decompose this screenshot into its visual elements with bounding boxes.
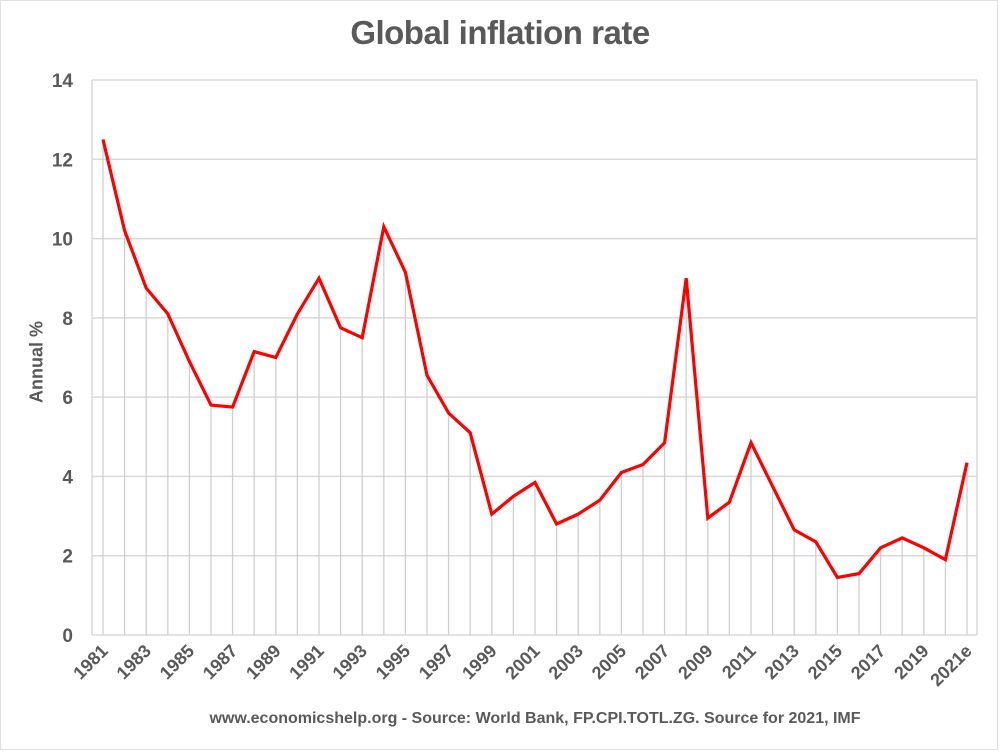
x-tick-label: 1987 (199, 641, 241, 683)
y-tick-label: 0 (62, 626, 73, 647)
x-tick-label: 2017 (847, 641, 889, 683)
series-group (101, 139, 969, 580)
x-tick-label: 1999 (458, 641, 500, 683)
x-tick-label: 2021e (926, 641, 976, 691)
x-tick-label: 2003 (545, 641, 587, 683)
x-tick-label: 1985 (156, 641, 198, 683)
x-tick-label: 2005 (588, 641, 630, 683)
y-tick-label: 4 (62, 467, 73, 488)
x-tick-label: 2013 (761, 641, 803, 683)
y-tick-label: 8 (62, 309, 73, 330)
x-tick-label: 2009 (674, 641, 716, 683)
y-tick-label: 12 (52, 150, 73, 171)
x-tick-label: 1989 (242, 641, 284, 683)
y-tick-label: 2 (62, 547, 73, 568)
x-tick-label: 1995 (372, 641, 414, 683)
y-tick-label: 10 (52, 230, 73, 251)
x-tick-label: 1981 (69, 641, 111, 683)
y-tick-label: 14 (52, 71, 74, 92)
horizontal-gridlines (91, 79, 978, 636)
x-tick-label: 1993 (329, 641, 371, 683)
x-tick-label: 2015 (804, 641, 846, 683)
vertical-droplines (102, 139, 968, 635)
y-axis-ticks: 0 2 4 6 8 10 12 14 (52, 71, 74, 647)
x-tick-label: 2011 (718, 641, 760, 683)
chart-title: Global inflation rate (350, 14, 650, 51)
x-tick-label: 1991 (285, 641, 327, 683)
source-footer: www.economicshelp.org - Source: World Ba… (209, 710, 861, 727)
x-tick-label: 2007 (631, 641, 673, 683)
x-axis-ticks: 1981 1983 1985 1987 1989 1991 1993 1995 1997 1999… (69, 641, 975, 691)
x-tick-label: 1983 (113, 641, 155, 683)
y-tick-label: 6 (62, 388, 73, 409)
x-tick-label: 1997 (415, 641, 457, 683)
x-tick-label: 2001 (501, 641, 543, 683)
